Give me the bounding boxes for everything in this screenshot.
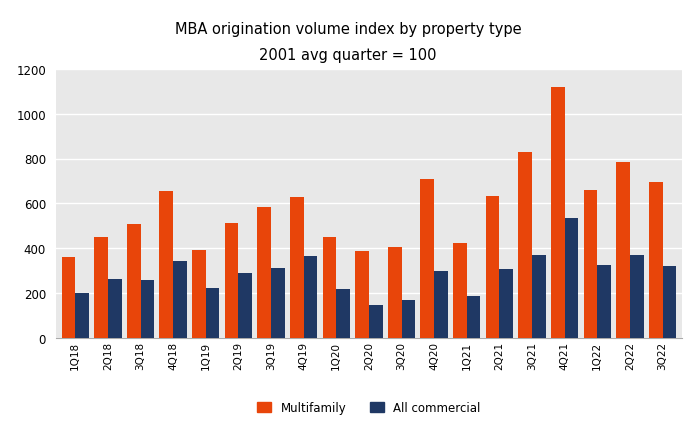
Bar: [290, 197, 303, 339]
Bar: [388, 248, 402, 339]
Bar: [192, 250, 206, 339]
Bar: [206, 288, 219, 339]
Bar: [238, 273, 252, 339]
Bar: [271, 268, 285, 339]
Bar: [108, 279, 122, 339]
Bar: [467, 296, 480, 339]
Bar: [141, 280, 155, 339]
Legend: Multifamily, All commercial: Multifamily, All commercial: [252, 396, 486, 419]
Bar: [420, 179, 434, 339]
Bar: [369, 305, 383, 339]
Bar: [486, 196, 499, 339]
Bar: [225, 223, 238, 339]
Bar: [303, 256, 317, 339]
Text: MBA origination volume index by property type: MBA origination volume index by property…: [175, 22, 521, 36]
Bar: [453, 243, 467, 339]
Bar: [583, 191, 597, 339]
Bar: [564, 219, 578, 339]
Bar: [173, 261, 187, 339]
Bar: [663, 267, 677, 339]
Bar: [616, 162, 630, 339]
Bar: [159, 192, 173, 339]
Bar: [597, 266, 611, 339]
Bar: [355, 251, 369, 339]
Bar: [434, 271, 448, 339]
Bar: [322, 238, 336, 339]
Bar: [127, 224, 141, 339]
Bar: [500, 269, 513, 339]
Bar: [519, 152, 532, 339]
Text: 2001 avg quarter = 100: 2001 avg quarter = 100: [259, 48, 437, 62]
Bar: [61, 258, 75, 339]
Bar: [402, 300, 416, 339]
Bar: [551, 87, 564, 339]
Bar: [630, 256, 644, 339]
Bar: [532, 256, 546, 339]
Bar: [336, 289, 350, 339]
Bar: [94, 238, 108, 339]
Bar: [258, 207, 271, 339]
Bar: [75, 294, 89, 339]
Bar: [649, 183, 663, 339]
